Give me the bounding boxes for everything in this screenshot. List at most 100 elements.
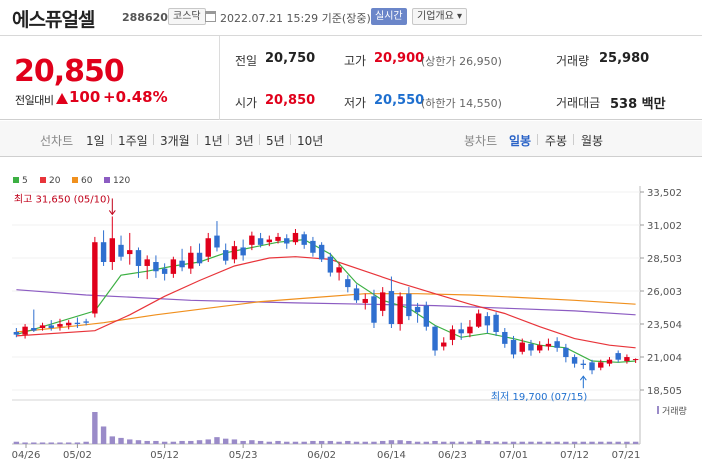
volume-bar (83, 441, 89, 444)
volume-bar (170, 441, 177, 444)
legend-ma5-swatch (13, 177, 19, 183)
volume-bar (510, 441, 517, 444)
volume-bar (318, 440, 325, 444)
volume-bar (598, 441, 604, 444)
volume-bar (284, 441, 290, 444)
volume-bar (65, 442, 72, 444)
candle-body (475, 313, 482, 327)
candle-body (379, 292, 386, 311)
volume-bar (345, 440, 351, 444)
y-tick-label: 21,004 (647, 353, 682, 364)
volume-bar (292, 441, 299, 444)
volume-bar (39, 442, 46, 444)
prev-close-value: 20,750 (265, 51, 316, 66)
candle-body (266, 239, 273, 243)
realtime-badge[interactable]: 실시간 (371, 8, 407, 25)
legend-ma120: 120 (104, 176, 130, 186)
tab-1w[interactable]: 1주일 (118, 134, 148, 148)
volume-bar (441, 441, 447, 444)
volume-bar (589, 441, 595, 444)
tab-10y[interactable]: 10년 (297, 134, 324, 148)
candle-body (292, 232, 299, 243)
tab-5y[interactable]: 5년 (266, 134, 285, 148)
volume-bar (580, 441, 587, 444)
candle-body (414, 306, 421, 313)
volume-bar (222, 438, 229, 444)
ma60-line (16, 293, 636, 333)
high-label: 고가 (344, 54, 367, 68)
candle-body (109, 238, 116, 263)
y-tick-label: 31,002 (647, 221, 682, 232)
change-value: 100 (69, 88, 101, 106)
candle-body (310, 240, 316, 253)
candle-body (371, 296, 377, 323)
tab-candle-chart[interactable]: 봉차트 (464, 134, 498, 148)
volume-bar (536, 441, 543, 444)
candle-body (257, 238, 264, 245)
candle-body (458, 329, 464, 334)
low-value: 20,550 (374, 93, 425, 108)
legend-ma120-swatch (104, 177, 110, 183)
volume-bar (327, 440, 334, 444)
volume-bar (188, 440, 194, 444)
upper-limit: (상한가 26,950) (421, 55, 502, 68)
volume-bar (31, 442, 37, 444)
volume-bar (371, 441, 377, 444)
volume-bar (161, 441, 168, 444)
candle-body (510, 339, 517, 355)
legend-ma60-swatch (72, 177, 78, 183)
candle-body (144, 259, 150, 266)
volume-bar (545, 441, 552, 444)
legend-ma120-label: 120 (113, 176, 131, 186)
candle-body (432, 326, 438, 351)
candle-body (179, 260, 185, 268)
volume-label: 거래량 (662, 405, 687, 417)
tab-divider (197, 134, 198, 145)
candle-body (65, 322, 72, 326)
timestamp: 2022.07.21 15:29 기준(장중) (220, 12, 371, 25)
candle-body (554, 341, 560, 348)
tab-line-chart[interactable]: 선차트 (40, 134, 74, 148)
volume-label: 거래량 (556, 54, 590, 68)
volume-bar (109, 436, 116, 444)
candle-body (545, 343, 552, 347)
volume-bar (475, 440, 482, 444)
tab-3m[interactable]: 3개월 (160, 134, 190, 148)
candle-body (519, 342, 525, 352)
legend-ma60: 60 (72, 176, 92, 186)
tab-divider (259, 134, 260, 145)
min-arrow-head (579, 375, 587, 381)
volume-value: 25,980 (599, 51, 650, 66)
candle-body (318, 244, 325, 260)
ma20-line (16, 256, 636, 349)
volume-bar (423, 441, 430, 444)
tab-1d[interactable]: 1일 (86, 134, 105, 148)
volume-bar (449, 441, 456, 444)
tab-divider (290, 134, 291, 145)
volume-bar (353, 441, 360, 444)
tab-weekly-candle[interactable]: 주봉 (545, 134, 568, 148)
candle-body (205, 238, 211, 257)
stock-chart[interactable]: 5 20 60 120 33,502 31,002 28,503 26,003 23,5… (0, 168, 702, 471)
candle-body (345, 279, 351, 288)
x-tick-label: 06/02 (307, 450, 336, 461)
tab-monthly-candle[interactable]: 월봉 (581, 134, 604, 148)
change-percent: +0.48% (103, 88, 168, 106)
candle-body (74, 322, 81, 325)
volume-bar (388, 440, 395, 444)
tab-divider (573, 134, 574, 145)
company-overview-dropdown[interactable]: 기업개요 ▾ (412, 8, 467, 25)
candle-body (135, 250, 142, 266)
prev-close-label: 전일 (235, 54, 258, 68)
tab-3y[interactable]: 3년 (235, 134, 254, 148)
volume-bar (362, 441, 368, 444)
candle-body (353, 288, 360, 301)
y-tick-label: 18,505 (647, 386, 682, 397)
tab-1y[interactable]: 1년 (204, 134, 223, 148)
candle-body (231, 246, 238, 260)
candle-body (22, 326, 28, 335)
x-tick-label: 06/23 (438, 450, 467, 461)
min-annotation: 최저 19,700 (07/15) (491, 391, 587, 403)
tab-daily-candle[interactable]: 일봉 (509, 134, 532, 148)
volume-bar (632, 441, 639, 444)
